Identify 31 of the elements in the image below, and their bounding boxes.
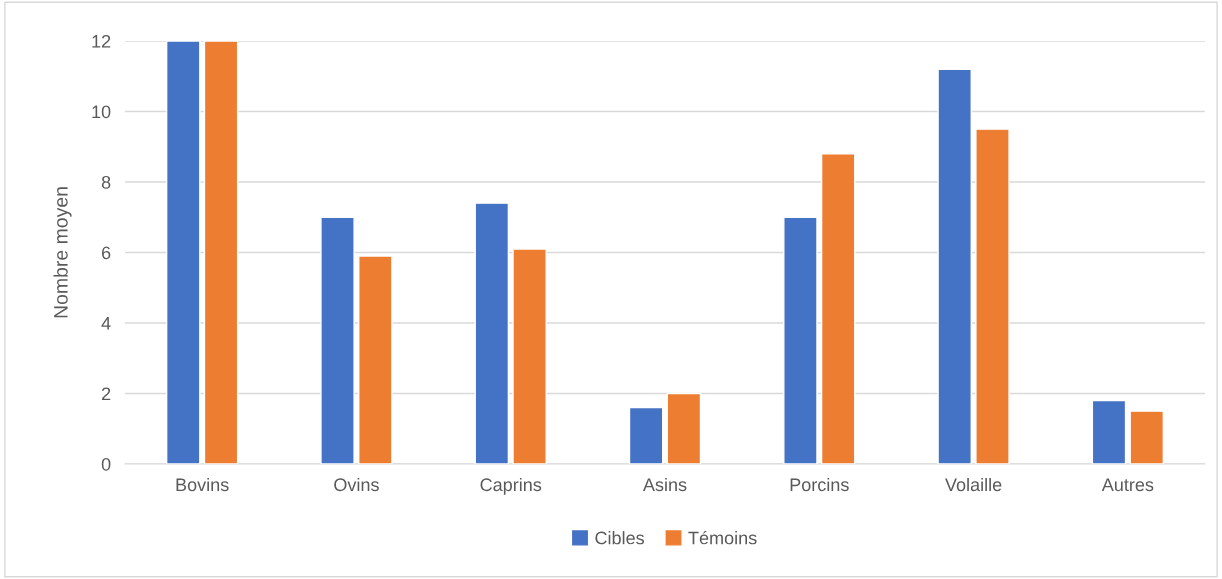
bar [1129,410,1165,464]
bar [320,216,355,464]
legend-label: Cibles [595,531,644,545]
y-axis-title: Nombre moyen [53,187,72,318]
bar [937,68,972,464]
bar [358,255,393,464]
y-tick-label: 4 [101,317,111,330]
x-tick-label: Volaille [945,477,1002,492]
x-tick-label: Bovins [176,477,229,492]
bar [975,128,1010,464]
y-tick-label: 10 [92,105,111,119]
bar [512,248,547,464]
y-tick-label: 2 [101,387,111,401]
x-tick-label: Caprins [480,477,542,495]
bar [820,153,856,464]
x-tick-label: Asins [642,477,687,492]
y-tick-label: 0 [101,457,111,471]
bar [628,406,664,464]
bar [474,202,510,464]
bar [1091,399,1127,464]
y-tick-label: 12 [92,34,111,48]
x-tick-label: Ovins [334,477,379,492]
x-tick-label: Porcins [790,477,849,492]
y-tick-label: 6 [101,246,111,260]
x-tick-label: Autres [1101,478,1154,492]
legend-label: Témoins [688,530,757,545]
bar [783,216,818,464]
bar [203,41,239,464]
bar [666,392,702,464]
y-tick-label: 8 [101,175,111,189]
bar [165,41,201,464]
